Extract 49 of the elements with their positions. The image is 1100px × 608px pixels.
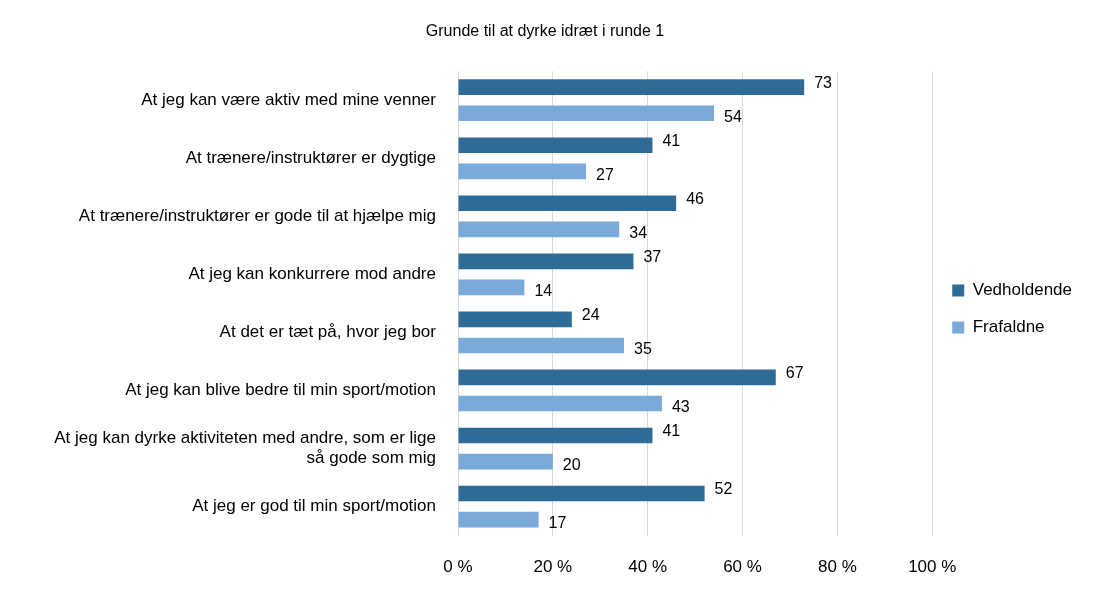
bar (458, 369, 776, 386)
x-tick-label: 60 % (723, 557, 762, 577)
chart-title: Grunde til at dyrke idræt i runde 1 (425, 22, 665, 40)
data-label: 43 (671, 397, 690, 415)
data-label: 41 (662, 131, 681, 149)
bar (458, 427, 653, 444)
y-tick-label: At jeg er god til min sport/motion (192, 496, 436, 516)
y-tick-label: At trænere/instruktører er gode til at hjælpe mig (78, 206, 436, 226)
bar (458, 195, 677, 212)
data-label: 46 (686, 189, 705, 207)
data-label: 24 (581, 305, 600, 323)
bar (458, 511, 539, 528)
x-tick-label: 100 % (908, 557, 957, 577)
data-label: 41 (662, 421, 681, 439)
bar (458, 453, 553, 470)
data-label: 17 (548, 514, 567, 532)
bar (458, 163, 587, 180)
bar (458, 311, 572, 328)
y-tick-label: At jeg kan være aktiv med mine venner (141, 89, 437, 109)
data-label: 34 (629, 223, 648, 241)
x-tick-label: 20 % (533, 557, 573, 577)
legend-label: Frafaldne (972, 317, 1045, 337)
y-tick-label: At det er tæt på, hvor jeg bor (219, 322, 437, 342)
bar (458, 337, 624, 354)
data-label: 14 (534, 281, 553, 299)
data-label: 67 (785, 363, 804, 381)
data-label: 20 (562, 455, 581, 473)
data-label: 73 (814, 73, 833, 91)
bar (458, 253, 634, 270)
data-label: 27 (596, 165, 614, 183)
legend-label: Vedholdende (972, 280, 1073, 300)
bar (458, 395, 662, 412)
bar (458, 279, 525, 296)
bar (458, 79, 805, 95)
bar (458, 485, 705, 502)
x-tick-label: 40 % (628, 557, 668, 577)
y-tick-label: At trænere/instruktører er dygtige (185, 147, 436, 167)
y-tick-label: At jeg kan dyrke aktiviteten med andre, som er lige så gode som mig (54, 428, 436, 468)
bar (458, 137, 653, 154)
y-tick-label: At jeg kan blive bedre til min sport/motion (125, 380, 436, 400)
data-label: 35 (633, 339, 652, 357)
bar (458, 221, 620, 238)
bar (458, 105, 715, 122)
data-label: 52 (714, 479, 733, 497)
data-label: 54 (724, 107, 742, 125)
y-tick-label: At jeg kan konkurrere mod andre (188, 264, 436, 284)
x-tick-label: 0 % (443, 557, 473, 577)
data-label: 37 (643, 247, 662, 265)
x-tick-label: 80 % (818, 557, 857, 577)
